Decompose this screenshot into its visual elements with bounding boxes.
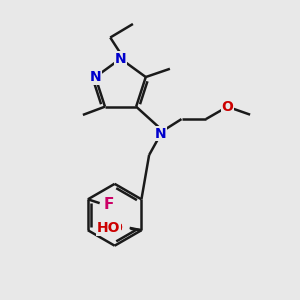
Text: O: O [110,221,122,235]
Text: N: N [115,52,126,66]
Text: N: N [89,70,101,84]
Text: O: O [110,221,122,235]
Text: N: N [154,127,166,141]
Text: HO: HO [97,221,120,235]
Text: O: O [221,100,233,114]
Text: F: F [103,197,114,212]
